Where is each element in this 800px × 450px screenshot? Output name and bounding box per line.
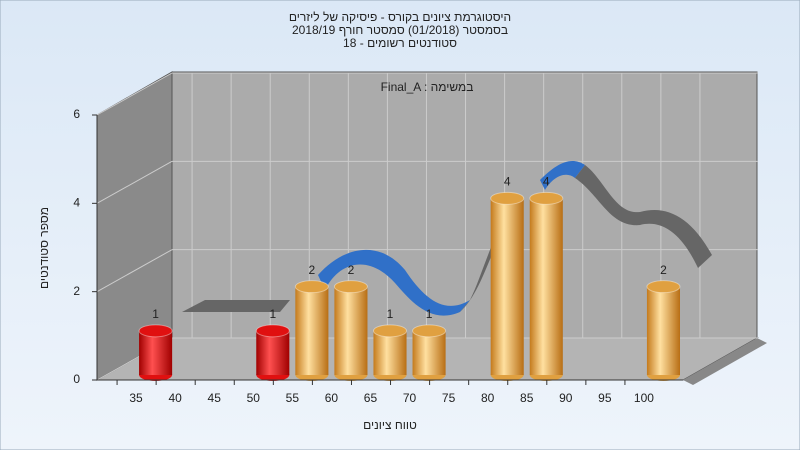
data-label: 4 — [543, 175, 550, 189]
curve — [318, 249, 470, 316]
bar — [139, 330, 173, 375]
data-label: 2 — [660, 263, 667, 277]
data-label: 1 — [387, 307, 394, 321]
chart-subtitle: סטודנטים רשומים - 18 — [343, 36, 457, 50]
data-label: 2 — [309, 263, 316, 277]
x-tick-label: 50 — [247, 391, 261, 405]
x-tick-label: 45 — [208, 391, 222, 405]
y-tick-label: 6 — [73, 107, 80, 121]
bar — [412, 330, 446, 375]
y-tick-label: 4 — [73, 196, 80, 210]
chart-title: היסטוגרמת ציונים בקורס - פיסיקה של ליזרי… — [289, 10, 511, 24]
bar-top — [294, 280, 329, 294]
chart-subtitle: בסמסטר (01/2018) סמסטר חורף 2018/19 — [292, 23, 508, 37]
data-label: 1 — [426, 307, 433, 321]
bar — [373, 330, 407, 375]
bar-top — [255, 324, 290, 338]
x-tick-label: 75 — [442, 391, 456, 405]
data-label: 1 — [152, 307, 159, 321]
bar — [295, 286, 329, 375]
x-tick-label: 60 — [325, 391, 339, 405]
data-label: 4 — [504, 175, 511, 189]
x-tick-label: 40 — [168, 391, 182, 405]
bar — [256, 330, 290, 375]
x-tick-label: 80 — [481, 391, 495, 405]
grid-line — [96, 249, 173, 293]
data-label: 1 — [269, 307, 276, 321]
x-tick-label: 55 — [286, 391, 300, 405]
bar-top — [490, 191, 525, 205]
x-tick-label: 65 — [364, 391, 378, 405]
bar-top — [412, 324, 447, 338]
bar — [529, 198, 563, 375]
bar — [646, 286, 680, 375]
bar-top — [138, 324, 173, 338]
bar-top — [529, 191, 564, 205]
curve — [182, 300, 290, 312]
data-label: 2 — [348, 263, 355, 277]
y-tick-label: 2 — [73, 284, 80, 298]
x-tick-label: 100 — [634, 391, 654, 405]
x-tick-label: 95 — [598, 391, 612, 405]
y-axis-label: מספר סטודנטים — [37, 207, 51, 289]
x-tick-label: 70 — [403, 391, 417, 405]
floor-edge — [683, 338, 767, 385]
grid-line — [96, 160, 173, 204]
x-tick-label: 35 — [129, 391, 143, 405]
x-tick-label: 85 — [520, 391, 534, 405]
annotation: Final_A : במשימה — [381, 80, 474, 94]
curve — [575, 165, 712, 268]
bar-top — [333, 280, 368, 294]
bar — [490, 198, 524, 375]
y-tick-label: 0 — [73, 372, 80, 386]
x-tick-label: 90 — [559, 391, 573, 405]
grid-line — [96, 72, 173, 116]
bar-top — [372, 324, 408, 338]
curve — [540, 160, 585, 190]
bar-top — [646, 280, 681, 294]
bar — [334, 286, 368, 375]
x-axis-label: טווח ציונים — [363, 418, 417, 432]
curve — [460, 205, 520, 312]
